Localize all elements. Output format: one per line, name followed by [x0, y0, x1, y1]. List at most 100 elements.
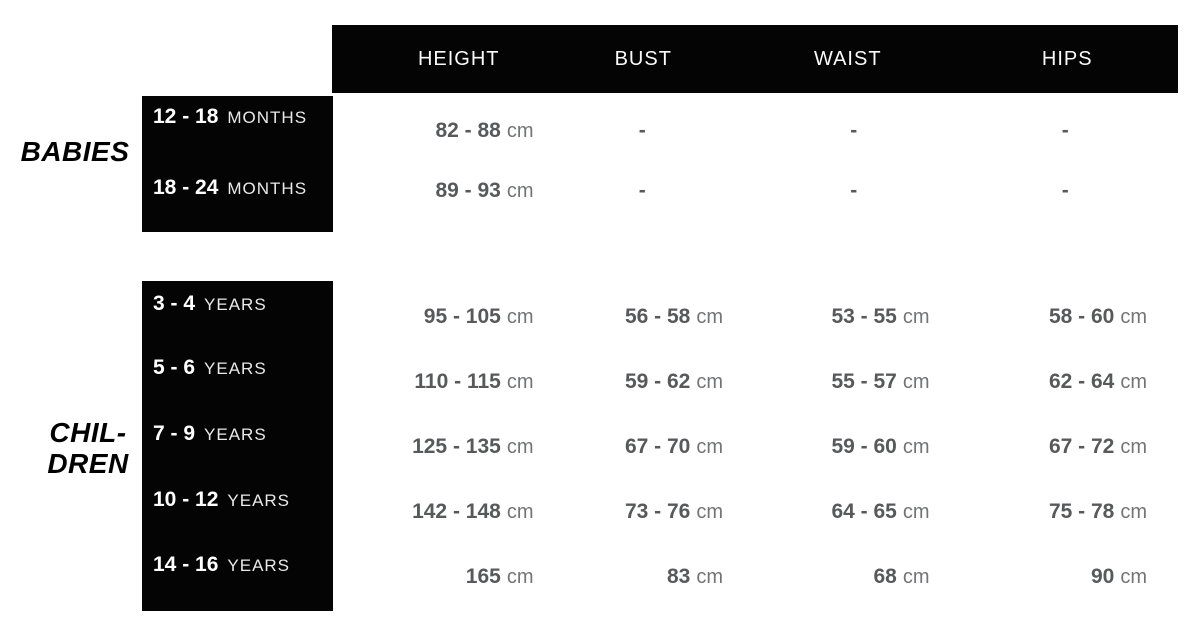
age-range: 7 - 9	[153, 422, 196, 445]
cell-value: 62 - 64	[1048, 370, 1115, 393]
cell-unit: cm	[696, 566, 723, 588]
cell-value: -	[1061, 119, 1069, 142]
cell-waist: -	[755, 179, 967, 203]
cell-value: 110 - 115	[414, 370, 501, 393]
cell-waist: 53 - 55 cm	[755, 305, 967, 329]
group-label-babies: BABIES	[0, 137, 150, 167]
cell-bust: -	[544, 119, 756, 143]
cell-hips: 90 cm	[967, 565, 1179, 589]
cell-value: 89 - 93	[435, 179, 501, 202]
cell-unit: cm	[696, 371, 723, 393]
cell-unit: cm	[1120, 566, 1147, 588]
age-unit: YEARS	[204, 295, 267, 314]
cell-height: 110 - 115 cm	[332, 370, 544, 394]
cell-hips: -	[967, 179, 1179, 203]
age-unit: YEARS	[204, 359, 267, 378]
age-range-row: 7 - 9 YEARS	[153, 422, 267, 448]
cell-waist: 59 - 60 cm	[755, 435, 967, 459]
cell-height: 89 - 93 cm	[332, 179, 544, 203]
cell-waist: 64 - 65 cm	[755, 500, 967, 524]
cell-value: 58 - 60	[1048, 305, 1115, 328]
cell-hips: 67 - 72 cm	[967, 435, 1179, 459]
cell-bust: 59 - 62 cm	[544, 370, 756, 394]
cell-value: -	[850, 119, 858, 142]
age-range: 12 - 18	[153, 105, 219, 128]
cell-unit: cm	[696, 306, 723, 328]
cell-value: 95 - 105	[423, 305, 501, 328]
cell-value: 73 - 76	[624, 500, 691, 523]
cell-bust: 67 - 70 cm	[544, 435, 756, 459]
cell-value: 67 - 70	[624, 435, 691, 458]
cell-waist: 68 cm	[755, 565, 967, 589]
cell-value: 75 - 78	[1048, 500, 1115, 523]
age-range-row: 18 - 24 MONTHS	[153, 176, 307, 202]
cell-hips: 75 - 78 cm	[967, 500, 1179, 524]
age-range-row: 5 - 6 YEARS	[153, 356, 267, 382]
cell-hips: 62 - 64 cm	[967, 370, 1179, 394]
column-header-hips: HIPS	[1041, 47, 1093, 70]
children-age-box: 3 - 4 YEARS 5 - 6 YEARS 7 - 9 YEARS 10 - 12…	[142, 281, 333, 611]
age-range-row: 14 - 16 YEARS	[153, 553, 290, 579]
age-range: 10 - 12	[153, 488, 219, 511]
cell-unit: cm	[506, 566, 534, 588]
cell-value: 82 - 88	[435, 119, 501, 142]
age-unit: YEARS	[227, 491, 291, 510]
cell-bust: 83 cm	[544, 565, 756, 589]
cell-unit: cm	[696, 436, 723, 458]
table-row: 95 - 105 cm 56 - 58 cm 53 - 55 cm 58 - 60 cm	[332, 302, 1178, 332]
column-header-height: HEIGHT	[417, 47, 500, 70]
cell-unit: cm	[506, 501, 534, 523]
babies-age-box: 12 - 18 MONTHS 18 - 24 MONTHS	[142, 96, 333, 232]
age-range-row: 12 - 18 MONTHS	[153, 105, 307, 131]
cell-unit: cm	[902, 306, 930, 328]
cell-waist: 55 - 57 cm	[755, 370, 967, 394]
cell-unit: cm	[902, 371, 930, 393]
cell-value: -	[638, 119, 646, 142]
cell-value: 53 - 55	[831, 305, 897, 328]
group-label-line: CHIL-	[49, 417, 127, 448]
cell-value: 67 - 72	[1048, 435, 1115, 458]
cell-hips: -	[967, 119, 1179, 143]
table-row: 89 - 93 cm - - -	[332, 176, 1178, 206]
age-range-row: 3 - 4 YEARS	[153, 292, 267, 318]
group-label-line: BABIES	[20, 136, 130, 167]
age-range-row: 10 - 12 YEARS	[153, 488, 290, 514]
age-unit: MONTHS	[227, 108, 308, 127]
cell-value: 59 - 62	[624, 370, 691, 393]
cell-height: 82 - 88 cm	[332, 119, 544, 143]
age-range: 3 - 4	[153, 292, 196, 315]
cell-value: 56 - 58	[624, 305, 691, 328]
cell-value: 90	[1090, 565, 1115, 588]
cell-unit: cm	[1120, 371, 1147, 393]
cell-hips: 58 - 60 cm	[967, 305, 1179, 329]
cell-unit: cm	[506, 306, 534, 328]
cell-height: 125 - 135 cm	[332, 435, 544, 459]
cell-unit: cm	[506, 371, 534, 393]
cell-bust: -	[544, 179, 756, 203]
column-header-bust: BUST	[614, 47, 672, 70]
cell-height: 165 cm	[332, 565, 544, 589]
age-range: 14 - 16	[153, 553, 219, 576]
table-header: HEIGHT BUST WAIST HIPS	[332, 25, 1178, 93]
age-unit: YEARS	[204, 425, 267, 444]
cell-unit: cm	[1120, 436, 1147, 458]
table-row: 165 cm 83 cm 68 cm 90 cm	[332, 562, 1178, 592]
table-row: 125 - 135 cm 67 - 70 cm 59 - 60 cm 67 - 72 c…	[332, 432, 1178, 462]
table-row: 142 - 148 cm 73 - 76 cm 64 - 65 cm 75 - 78 c…	[332, 497, 1178, 527]
cell-unit: cm	[506, 120, 534, 142]
cell-value: -	[850, 179, 858, 202]
cell-value: -	[1061, 179, 1069, 202]
cell-unit: cm	[1120, 306, 1147, 328]
age-range: 5 - 6	[153, 356, 196, 379]
cell-unit: cm	[696, 501, 723, 523]
cell-waist: -	[755, 119, 967, 143]
group-label-line: DREN	[47, 448, 129, 479]
cell-bust: 56 - 58 cm	[544, 305, 756, 329]
cell-value: 68	[873, 565, 897, 588]
cell-value: 83	[666, 565, 691, 588]
cell-unit: cm	[902, 436, 930, 458]
cell-value: 165	[465, 565, 501, 588]
table-row: 110 - 115 cm 59 - 62 cm 55 - 57 cm 62 - 64 c…	[332, 367, 1178, 397]
cell-value: 59 - 60	[831, 435, 897, 458]
